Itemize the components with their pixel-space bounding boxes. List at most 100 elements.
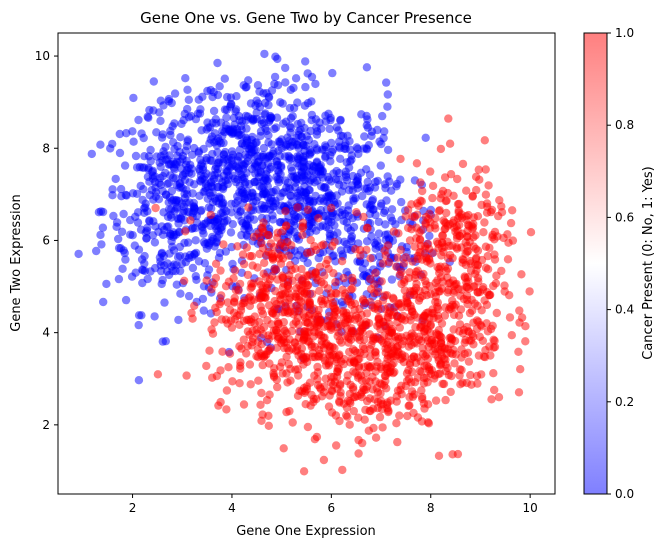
point-no-cancer bbox=[198, 223, 207, 232]
point-cancer bbox=[447, 371, 456, 381]
point-cancer bbox=[450, 359, 459, 368]
point-cancer bbox=[492, 271, 501, 280]
point-no-cancer bbox=[303, 98, 313, 108]
point-no-cancer bbox=[134, 320, 143, 330]
point-no-cancer bbox=[227, 147, 237, 156]
point-no-cancer bbox=[367, 131, 376, 141]
point-cancer bbox=[277, 290, 286, 299]
point-no-cancer bbox=[180, 238, 189, 248]
point-no-cancer bbox=[312, 130, 322, 139]
point-no-cancer bbox=[152, 128, 161, 137]
point-no-cancer bbox=[228, 171, 237, 180]
point-cancer bbox=[301, 352, 311, 362]
point-no-cancer bbox=[209, 106, 219, 116]
point-cancer bbox=[273, 382, 282, 392]
point-cancer bbox=[297, 264, 306, 274]
point-no-cancer bbox=[305, 214, 314, 224]
point-no-cancer bbox=[319, 183, 329, 193]
point-no-cancer bbox=[362, 145, 372, 154]
point-no-cancer bbox=[317, 124, 326, 133]
x-tick-label: 8 bbox=[427, 501, 435, 515]
point-cancer bbox=[452, 243, 461, 252]
point-cancer bbox=[337, 257, 347, 266]
point-cancer bbox=[468, 192, 477, 201]
point-no-cancer bbox=[291, 182, 300, 192]
point-cancer bbox=[416, 178, 425, 187]
point-no-cancer bbox=[259, 143, 269, 153]
point-no-cancer bbox=[87, 149, 97, 159]
point-no-cancer bbox=[194, 257, 204, 266]
point-cancer bbox=[317, 392, 327, 401]
point-no-cancer bbox=[344, 201, 353, 210]
point-cancer bbox=[481, 346, 490, 355]
point-no-cancer bbox=[365, 170, 375, 179]
point-cancer bbox=[480, 218, 489, 227]
point-no-cancer bbox=[234, 166, 244, 176]
point-cancer bbox=[424, 254, 434, 263]
point-no-cancer bbox=[191, 114, 201, 124]
point-cancer bbox=[483, 265, 493, 274]
point-no-cancer bbox=[184, 291, 194, 301]
point-no-cancer bbox=[279, 119, 288, 128]
point-no-cancer bbox=[158, 337, 167, 346]
point-cancer bbox=[258, 360, 267, 370]
point-cancer bbox=[486, 351, 495, 360]
point-cancer bbox=[434, 451, 444, 460]
point-cancer bbox=[457, 285, 466, 294]
point-cancer bbox=[298, 336, 308, 345]
point-no-cancer bbox=[227, 153, 236, 163]
point-cancer bbox=[474, 277, 483, 286]
point-cancer bbox=[434, 206, 444, 216]
point-cancer bbox=[271, 286, 280, 296]
point-cancer bbox=[457, 365, 466, 375]
point-cancer bbox=[306, 270, 315, 279]
point-cancer bbox=[443, 264, 453, 273]
point-cancer bbox=[440, 225, 449, 234]
point-cancer bbox=[253, 263, 262, 272]
point-cancer bbox=[239, 335, 248, 344]
point-cancer bbox=[440, 311, 450, 320]
point-no-cancer bbox=[297, 168, 307, 177]
point-no-cancer bbox=[219, 198, 228, 207]
point-cancer bbox=[445, 139, 455, 148]
y-tick-label: 4 bbox=[42, 326, 50, 340]
point-no-cancer bbox=[184, 95, 193, 105]
point-no-cancer bbox=[334, 175, 343, 185]
point-cancer bbox=[441, 360, 450, 369]
point-no-cancer bbox=[260, 49, 269, 59]
point-cancer bbox=[236, 361, 245, 370]
point-no-cancer bbox=[345, 185, 354, 195]
point-no-cancer bbox=[222, 207, 231, 216]
point-no-cancer bbox=[116, 184, 126, 194]
point-no-cancer bbox=[215, 155, 224, 164]
point-cancer bbox=[245, 301, 255, 311]
point-cancer bbox=[202, 361, 211, 371]
point-no-cancer bbox=[351, 194, 360, 203]
point-no-cancer bbox=[156, 261, 165, 270]
point-no-cancer bbox=[160, 298, 169, 307]
point-cancer bbox=[466, 370, 475, 380]
point-cancer bbox=[437, 190, 446, 199]
point-no-cancer bbox=[168, 122, 177, 131]
point-no-cancer bbox=[383, 90, 392, 99]
point-cancer bbox=[279, 325, 289, 334]
point-cancer bbox=[506, 218, 516, 228]
point-cancer bbox=[428, 308, 437, 318]
point-no-cancer bbox=[270, 72, 280, 82]
point-no-cancer bbox=[366, 183, 375, 192]
point-no-cancer bbox=[220, 74, 229, 83]
point-no-cancer bbox=[353, 184, 362, 193]
point-cancer bbox=[303, 422, 313, 432]
colorbar-tick-label: 0.8 bbox=[615, 118, 634, 132]
point-cancer bbox=[448, 350, 457, 359]
point-cancer bbox=[180, 276, 189, 285]
point-cancer bbox=[422, 309, 431, 318]
point-cancer bbox=[378, 400, 388, 409]
point-no-cancer bbox=[324, 175, 334, 184]
point-cancer bbox=[211, 273, 221, 283]
point-cancer bbox=[265, 390, 274, 399]
point-cancer bbox=[364, 319, 374, 328]
point-cancer bbox=[416, 357, 425, 366]
point-no-cancer bbox=[421, 133, 430, 142]
point-cancer bbox=[435, 330, 444, 340]
